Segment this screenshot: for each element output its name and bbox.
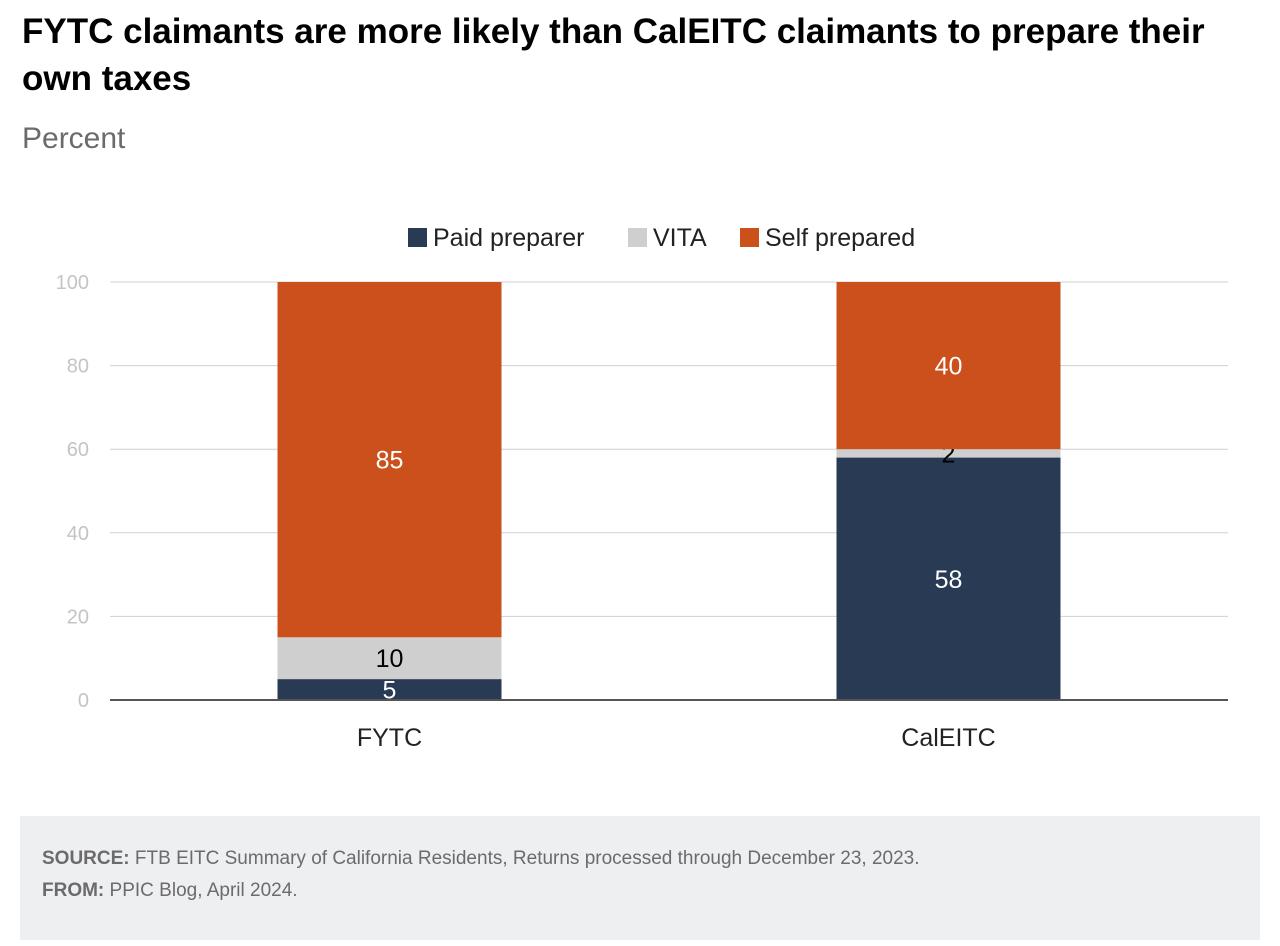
y-tick-label-100: 100 [56, 272, 89, 294]
y-tick-label-0: 0 [78, 690, 89, 712]
bar-fytc-paid-preparer [277, 679, 502, 700]
bar-caleitc-vita [836, 449, 1061, 458]
source-footer: SOURCE: FTB EITC Summary of California R… [20, 816, 1260, 940]
legend-label-vita: VITA [653, 224, 707, 252]
legend-label-self-prepared: Self prepared [765, 224, 915, 252]
source-label: SOURCE: [42, 848, 130, 869]
data-label-fytc-paid-preparer: 5 [383, 677, 397, 705]
from-text: PPIC Blog, April 2024. [109, 880, 298, 901]
y-tick-label-60: 60 [67, 439, 89, 461]
legend-swatch-self-prepared [740, 228, 759, 247]
legend-label-paid-preparer: Paid preparer [433, 224, 584, 252]
legend-swatch-paid-preparer [408, 228, 427, 247]
data-label-fytc-vita: 10 [376, 645, 404, 673]
from-line: FROM: PPIC Blog, April 2024. [42, 880, 298, 902]
y-tick-label-80: 80 [67, 356, 89, 378]
source-text: FTB EITC Summary of California Residents… [134, 848, 920, 869]
chart-title: FYTC claimants are more likely than CalE… [22, 12, 1205, 98]
bar-fytc-self-prepared [277, 282, 502, 638]
legend-swatch-vita [628, 228, 647, 247]
bar-caleitc-paid-preparer [836, 457, 1061, 700]
chart-subtitle: Percent [22, 122, 126, 155]
data-label-caleitc-self-prepared: 40 [935, 353, 963, 381]
x-tick-label-fytc: FYTC [357, 724, 422, 752]
bar-caleitc-self-prepared [836, 282, 1061, 450]
y-tick-label-40: 40 [67, 523, 89, 545]
data-label-caleitc-paid-preparer: 58 [935, 566, 963, 594]
y-tick-label-20: 20 [67, 606, 89, 628]
data-label-fytc-self-prepared: 85 [376, 447, 404, 475]
bar-fytc-vita [277, 637, 502, 680]
from-label: FROM: [42, 880, 105, 901]
source-line: SOURCE: FTB EITC Summary of California R… [42, 848, 920, 870]
x-tick-label-caleitc: CalEITC [901, 724, 995, 752]
